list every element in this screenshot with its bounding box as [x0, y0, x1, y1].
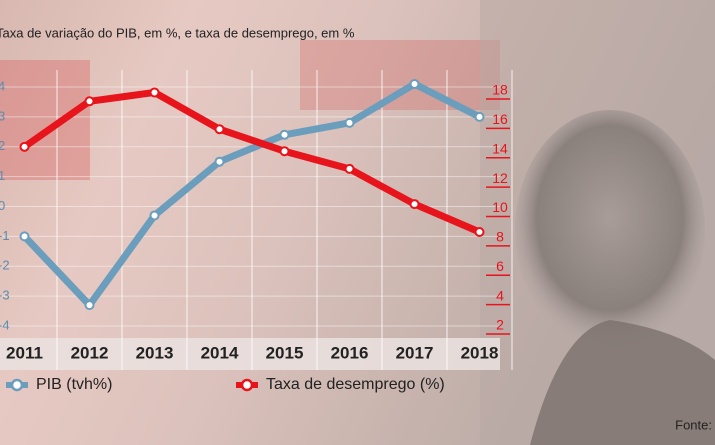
y-tick-label: 0: [0, 198, 5, 213]
data-point: [84, 96, 95, 107]
y-tick-label: -1: [0, 228, 10, 243]
chart-title: Taxa de variação do PIB, em %, e taxa de…: [0, 25, 355, 40]
data-point: [409, 199, 420, 210]
y2-tick-label: 14: [492, 140, 508, 156]
y2-tick-label: 8: [496, 229, 504, 245]
data-point: [409, 79, 420, 90]
y-tick-label: -2: [0, 258, 10, 273]
photo-person: [530, 320, 715, 445]
data-point: [19, 231, 30, 242]
y2-tick-label: 16: [492, 111, 508, 127]
data-point: [214, 156, 225, 167]
data-point: [84, 300, 95, 311]
legend-label: PIB (tvh%): [36, 376, 112, 393]
x-tick-label: 2015: [266, 343, 304, 362]
legend-label: Taxa de desemprego (%): [266, 376, 445, 393]
y-tick-label: 2: [0, 138, 5, 153]
x-tick-label: 2011: [6, 343, 43, 362]
y-tick-label: -4: [0, 317, 10, 332]
data-point: [344, 163, 355, 174]
x-tick-label: 2016: [331, 343, 369, 362]
y2-tick-label: 4: [496, 287, 504, 303]
series-line: [21, 80, 482, 309]
legend-marker: [10, 378, 24, 392]
x-tick-label: 2012: [71, 343, 109, 362]
legend-marker: [240, 378, 254, 392]
series-line: [22, 88, 481, 236]
y2-tick-label: 2: [496, 317, 504, 333]
y-tick-label: 4: [0, 78, 5, 93]
data-point: [279, 146, 290, 157]
y-tick-label: 1: [0, 168, 5, 183]
y-tick-label: -3: [0, 288, 10, 303]
y-tick-label: 3: [0, 108, 5, 123]
data-point: [344, 117, 355, 128]
data-point: [149, 87, 160, 98]
data-point: [149, 210, 160, 221]
x-tick-label: 2013: [136, 343, 174, 362]
flag-red: [300, 40, 500, 110]
y2-tick-label: 10: [492, 199, 508, 215]
y2-tick-label: 18: [492, 82, 508, 98]
source: Fonte:: [675, 417, 712, 432]
data-point: [19, 141, 30, 152]
data-point: [214, 124, 225, 135]
data-point: [474, 227, 485, 237]
x-tick-label: 2017: [396, 343, 434, 362]
flag-red: [0, 60, 90, 180]
x-tick-label: 2014: [201, 343, 239, 362]
data-point: [279, 129, 290, 140]
photo-person: [515, 110, 705, 350]
y2-tick-label: 6: [496, 258, 504, 274]
data-point: [474, 111, 485, 122]
x-tick-label: 2018: [461, 343, 499, 362]
x-axis-band: [0, 338, 500, 370]
y2-tick-label: 12: [492, 170, 508, 186]
